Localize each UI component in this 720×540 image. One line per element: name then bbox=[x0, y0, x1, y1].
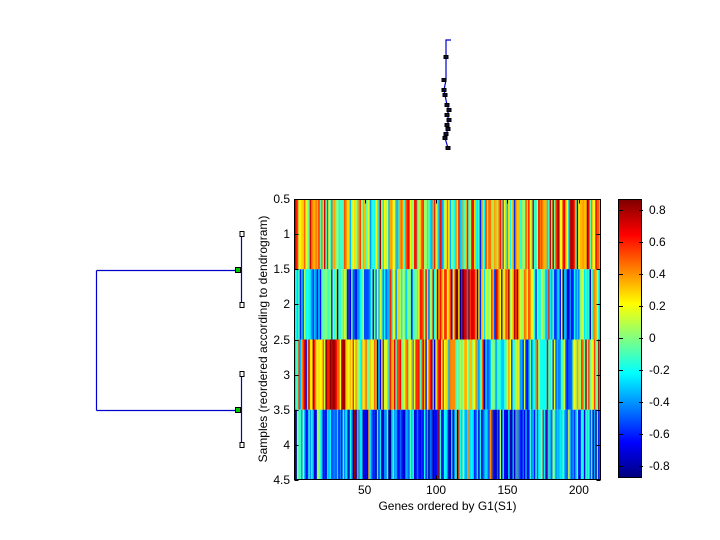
gene-dendrogram-node-marker bbox=[446, 118, 452, 122]
heatmap-axes-box bbox=[294, 199, 601, 480]
gene-dendrogram-node-marker bbox=[446, 108, 452, 112]
gene-dendrogram-node-marker bbox=[441, 88, 447, 92]
gene-dendrogram-node-marker bbox=[445, 146, 451, 150]
dendrogram-leaf-marker bbox=[239, 302, 245, 308]
colorbar-tick-label: 0 bbox=[649, 330, 656, 345]
dendrogram-leaf-marker bbox=[239, 231, 245, 237]
y-tick-label: 0.5 bbox=[273, 192, 290, 206]
y-tick-label: 4.5 bbox=[273, 473, 290, 487]
y-tick-label: 4 bbox=[283, 437, 290, 452]
colorbar-tick-label: 0.8 bbox=[649, 203, 666, 218]
gene-dendrogram-node-marker bbox=[443, 55, 449, 59]
x-axis-label: Genes ordered by G1(S1) bbox=[378, 499, 517, 513]
colorbar-tick-label: 0.6 bbox=[649, 235, 666, 250]
gene-dendrogram-node-marker bbox=[442, 136, 448, 140]
gene-dendrogram-node-marker bbox=[444, 113, 450, 117]
gene-dendrogram-node-marker bbox=[444, 123, 450, 127]
y-tick-label: 1 bbox=[283, 227, 290, 242]
colorbar-tick-label: -0.8 bbox=[649, 458, 670, 473]
colorbar-tick-label: -0.2 bbox=[649, 362, 670, 377]
gene-dendrogram-node-marker bbox=[445, 127, 451, 131]
x-tick-label: 200 bbox=[568, 483, 589, 497]
colorbar-tick-label: 0.4 bbox=[649, 267, 666, 282]
gene-dendrogram-node-marker bbox=[441, 78, 447, 82]
y-tick-label: 1.5 bbox=[273, 262, 290, 277]
y-tick-label: 2.5 bbox=[273, 332, 290, 347]
colorbar-tick-label: 0.2 bbox=[649, 298, 666, 313]
y-tick-label: 3.5 bbox=[273, 402, 290, 417]
colorbar-tick-label: -0.6 bbox=[649, 426, 670, 441]
gene-dendrogram-node-marker bbox=[444, 103, 450, 107]
dendrogram-node-marker bbox=[235, 267, 241, 273]
gene-expression-heatmap bbox=[294, 199, 601, 480]
y-axis-label: Samples (reordered according to dendrogr… bbox=[256, 215, 270, 463]
colorbar-tick-label: -0.4 bbox=[649, 394, 670, 409]
dendrogram-node-marker bbox=[235, 407, 241, 413]
dendrogram-leaf-marker bbox=[239, 371, 245, 377]
x-tick-label: 50 bbox=[357, 483, 372, 497]
y-tick-label: 3 bbox=[283, 367, 290, 382]
y-tick-label: 2 bbox=[283, 297, 290, 312]
dendrogram-leaf-marker bbox=[239, 442, 245, 448]
gene-dendrogram-node-marker bbox=[443, 132, 449, 136]
x-tick-label: 100 bbox=[426, 483, 447, 497]
x-tick-label: 150 bbox=[497, 483, 518, 497]
gene-dendrogram-node-marker bbox=[442, 93, 448, 97]
